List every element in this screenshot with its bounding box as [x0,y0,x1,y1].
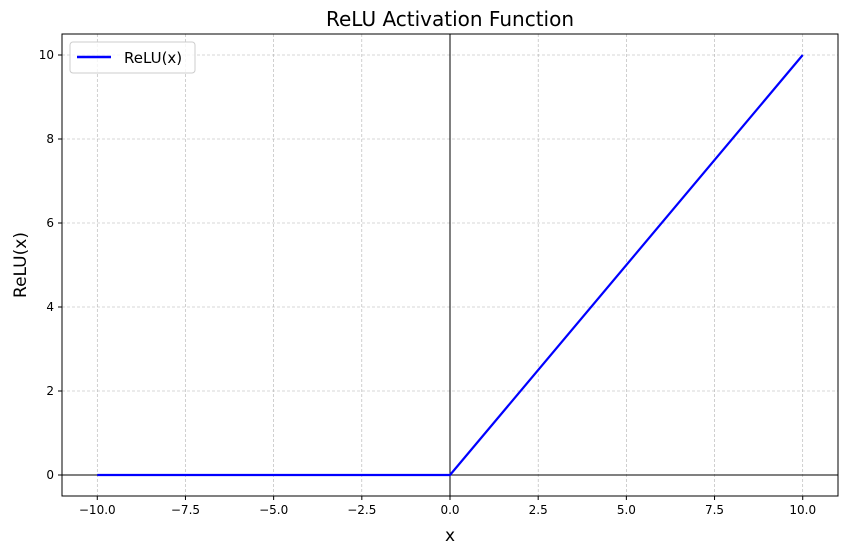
y-axis-ticks: 0 2 4 6 8 10 [39,48,62,482]
x-tick-label: −7.5 [171,503,200,517]
reference-lines [62,34,838,496]
legend: ReLU(x) [69,41,196,74]
y-tick-label: 8 [46,132,54,146]
y-tick-label: 4 [46,300,54,314]
x-axis-ticks: −10.0 −7.5 −5.0 −2.5 0.0 2.5 5.0 7.5 10.0 [79,496,816,517]
x-tick-label: 2.5 [529,503,548,517]
y-tick-label: 2 [46,384,54,398]
x-tick-label: −5.0 [259,503,288,517]
y-axis-label: ReLU(x) [11,232,31,298]
chart-title: ReLU Activation Function [326,7,574,31]
y-tick-label: 10 [39,48,54,62]
legend-label: ReLU(x) [124,49,182,67]
x-axis-label: x [445,526,455,546]
x-tick-label: −2.5 [347,503,376,517]
x-tick-label: −10.0 [79,503,116,517]
x-tick-label: 0.0 [440,503,459,517]
x-tick-label: 5.0 [617,503,636,517]
series-group [97,54,804,477]
x-tick-label: 10.0 [789,503,816,517]
series-line-relu [97,54,804,477]
y-tick-label: 6 [46,216,54,230]
x-tick-label: 7.5 [705,503,724,517]
legend-box [69,41,196,74]
y-tick-label: 0 [46,468,54,482]
